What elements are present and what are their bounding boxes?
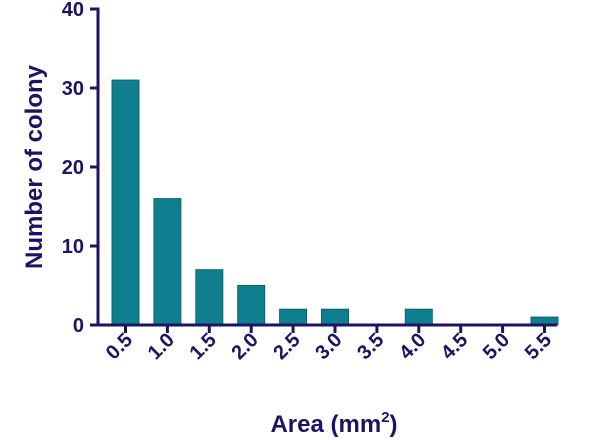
- y-tick-label: 40: [62, 0, 84, 21]
- x-tick-label: 4.5: [437, 329, 472, 364]
- y-tick-label: 30: [62, 78, 84, 100]
- bar-1.5: [195, 269, 224, 326]
- x-ticks-group: 0.5 1.0 1.5 2.0 2.5 3.0 3.5 4.0 4.5 5.0 5.5: [102, 325, 556, 364]
- x-tick-label: 4.0: [395, 329, 430, 364]
- y-ticks-group: 0 10 20 30 40: [62, 0, 98, 337]
- x-axis-title: Area (mm2): [270, 409, 397, 438]
- bars-group: [111, 79, 559, 326]
- x-tick-label: 1.0: [144, 329, 179, 364]
- y-tick-label: 0: [73, 315, 84, 337]
- bar-0.5: [111, 79, 140, 326]
- x-tick-label: 2.0: [228, 329, 263, 364]
- x-axis-title-suffix: ): [390, 411, 398, 438]
- y-tick-label: 20: [62, 157, 84, 179]
- bar-3.0: [321, 308, 349, 326]
- x-axis-title-superscript: 2: [381, 409, 389, 426]
- bar-2.5: [279, 308, 308, 326]
- x-tick-label: 2.5: [269, 329, 304, 364]
- bar-4.0: [404, 308, 433, 326]
- y-tick-label: 10: [62, 236, 84, 258]
- x-tick-label: 1.5: [186, 329, 221, 364]
- y-axis-title: Number of colony: [21, 64, 48, 269]
- x-tick-label: 0.5: [102, 329, 137, 364]
- bar-1.0: [153, 198, 182, 326]
- x-tick-label: 3.0: [311, 329, 346, 364]
- x-tick-label: 3.5: [353, 329, 388, 364]
- bar-2.0: [237, 285, 266, 326]
- x-axis-title-main: Area (mm: [270, 411, 381, 438]
- x-tick-label: 5.5: [521, 329, 556, 364]
- x-tick-label: 5.0: [479, 329, 514, 364]
